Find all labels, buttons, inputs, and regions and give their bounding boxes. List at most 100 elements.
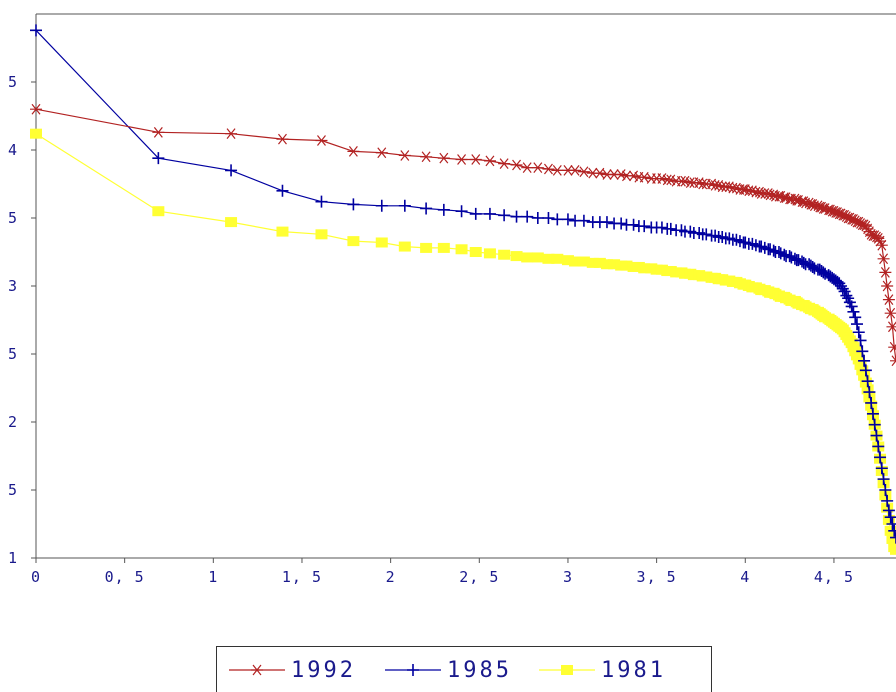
data-point-1992	[455, 154, 468, 165]
y-tick-label: 5	[8, 345, 18, 363]
data-point-1981	[890, 544, 896, 555]
data-point-1992	[879, 267, 892, 278]
data-point-1985	[767, 244, 780, 257]
data-point-1992	[30, 103, 42, 115]
x-tick-label: 3, 5	[637, 568, 677, 586]
legend-label: 1992	[291, 657, 356, 683]
x-tick-label: 1	[208, 568, 218, 586]
data-point-1985	[854, 334, 867, 347]
data-point-1981	[569, 256, 582, 267]
data-point-1985	[510, 210, 523, 223]
data-point-1981	[886, 533, 896, 544]
data-point-1992	[437, 152, 450, 164]
data-point-1992	[577, 166, 590, 178]
data-point-1985	[778, 248, 791, 261]
data-point-1992	[276, 133, 289, 145]
data-point-1992	[890, 355, 896, 367]
data-point-1985	[700, 228, 713, 241]
data-point-1992	[593, 167, 606, 179]
data-point-1985	[882, 504, 895, 517]
data-point-1985	[863, 386, 876, 399]
series-line-1985	[35, 29, 896, 538]
data-point-1985	[398, 199, 411, 212]
data-point-1985	[152, 152, 165, 165]
data-point-1992	[510, 159, 523, 171]
legend-label: 1985	[447, 657, 512, 683]
data-point-1992	[315, 135, 328, 146]
data-point-1985	[845, 300, 858, 313]
data-point-1985	[890, 531, 896, 544]
data-point-1992	[638, 171, 651, 183]
x-tick-label: 3	[563, 568, 573, 586]
data-point-1992	[881, 280, 894, 292]
data-point-1985	[664, 222, 677, 235]
data-point-1985	[615, 217, 628, 230]
data-point-1981	[852, 354, 865, 365]
data-point-1985	[886, 518, 896, 530]
data-point-1985	[870, 429, 883, 442]
data-point-1981	[600, 259, 613, 270]
data-point-1985	[852, 326, 865, 339]
data-point-1981	[437, 242, 450, 253]
data-point-1985	[806, 260, 819, 273]
data-point-1985	[347, 198, 360, 211]
data-point-1981	[608, 259, 621, 270]
data-point-1981	[593, 257, 606, 268]
data-point-1992	[882, 294, 895, 305]
data-point-1981	[510, 251, 523, 262]
data-point-1985	[817, 266, 830, 279]
legend-item-1985: 1985	[385, 657, 512, 683]
data-point-1985	[577, 214, 590, 227]
data-point-1992	[531, 162, 544, 174]
data-point-1981	[542, 253, 555, 264]
series-1992	[30, 103, 896, 367]
data-point-1981	[858, 370, 871, 381]
data-point-1981	[347, 236, 360, 247]
data-point-1985	[521, 210, 534, 223]
data-point-1985	[375, 199, 388, 212]
data-point-1985	[875, 462, 888, 475]
data-point-1992	[542, 163, 555, 175]
data-point-1981	[498, 249, 511, 260]
data-point-1981	[521, 252, 534, 263]
data-point-1981	[30, 128, 42, 139]
data-point-1981	[420, 242, 433, 253]
data-point-1981	[882, 514, 895, 525]
data-point-1985	[542, 212, 555, 224]
data-point-1992	[569, 165, 582, 176]
legend-swatch-marker	[407, 664, 419, 676]
data-point-1981	[861, 384, 874, 395]
x-tick-label: 2, 5	[459, 568, 499, 586]
data-point-1981	[859, 377, 872, 388]
y-tick-label: 5	[8, 73, 18, 91]
data-point-1981	[551, 253, 564, 264]
data-point-1985	[551, 213, 564, 226]
x-tick-label: 0, 5	[105, 568, 145, 586]
legend-label: 1981	[601, 657, 666, 683]
data-point-1981	[881, 502, 894, 513]
data-point-1992	[875, 239, 888, 251]
data-point-1981	[577, 256, 590, 267]
x-tick-label: 1, 5	[282, 568, 322, 586]
data-point-1985	[420, 202, 433, 215]
data-point-1985	[877, 473, 890, 486]
data-point-1985	[498, 209, 511, 222]
legend: 1992 1985 1981	[216, 646, 712, 692]
x-tick-label: 4	[740, 568, 750, 586]
y-tick-label: 5	[8, 481, 18, 499]
data-point-1992	[877, 253, 890, 265]
data-point-1985	[600, 216, 613, 229]
chart-series	[30, 24, 896, 555]
x-tick-label: 0	[31, 568, 41, 586]
data-point-1981	[620, 260, 633, 271]
data-point-1981	[561, 255, 574, 266]
data-point-1985	[455, 205, 468, 218]
data-point-1985	[881, 494, 894, 507]
data-point-1985	[315, 195, 328, 208]
legend-item-1981: 1981	[539, 657, 666, 683]
data-point-1985	[849, 311, 862, 324]
data-point-1985	[847, 305, 860, 318]
data-point-1985	[30, 24, 42, 37]
y-tick-label: 4	[8, 141, 18, 159]
data-point-1992	[225, 128, 238, 140]
